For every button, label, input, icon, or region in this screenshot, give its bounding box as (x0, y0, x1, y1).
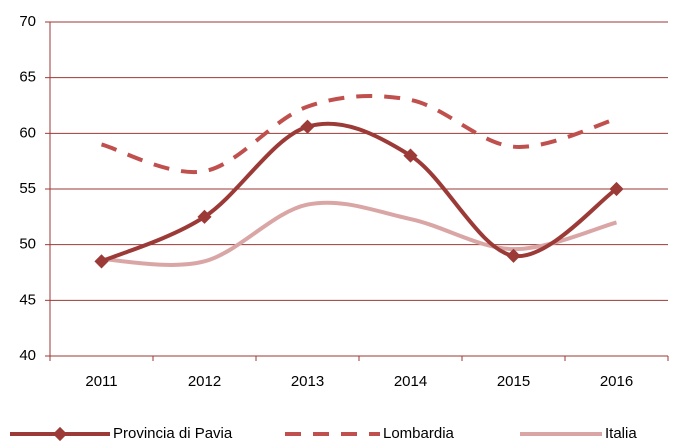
marker (506, 248, 521, 263)
marker (403, 148, 418, 163)
x-tick-label: 2014 (394, 373, 427, 390)
y-tick-label: 50 (19, 236, 36, 253)
legend-marker (52, 426, 68, 442)
y-tick-label: 65 (19, 69, 36, 86)
legend-label: Italia (605, 425, 637, 442)
x-tick-label: 2013 (291, 373, 324, 390)
marker (197, 209, 212, 224)
y-tick-label: 70 (19, 13, 36, 30)
x-tick-label: 2016 (600, 373, 633, 390)
marker (609, 181, 624, 197)
series-line (100, 93, 618, 175)
marker (94, 254, 109, 269)
legend-label: Lombardia (383, 425, 455, 442)
x-tick-label: 2012 (188, 373, 221, 390)
y-tick-label: 45 (19, 291, 36, 308)
series-line (100, 121, 618, 264)
marker (300, 119, 315, 134)
series-line (101, 200, 618, 267)
x-tick-label: 2015 (497, 373, 530, 390)
legend-label: Provincia di Pavia (113, 425, 233, 442)
y-tick-label: 55 (19, 180, 36, 197)
x-tick-label: 2011 (85, 373, 117, 390)
y-tick-label: 60 (19, 124, 36, 141)
y-tick-label: 40 (19, 347, 36, 364)
